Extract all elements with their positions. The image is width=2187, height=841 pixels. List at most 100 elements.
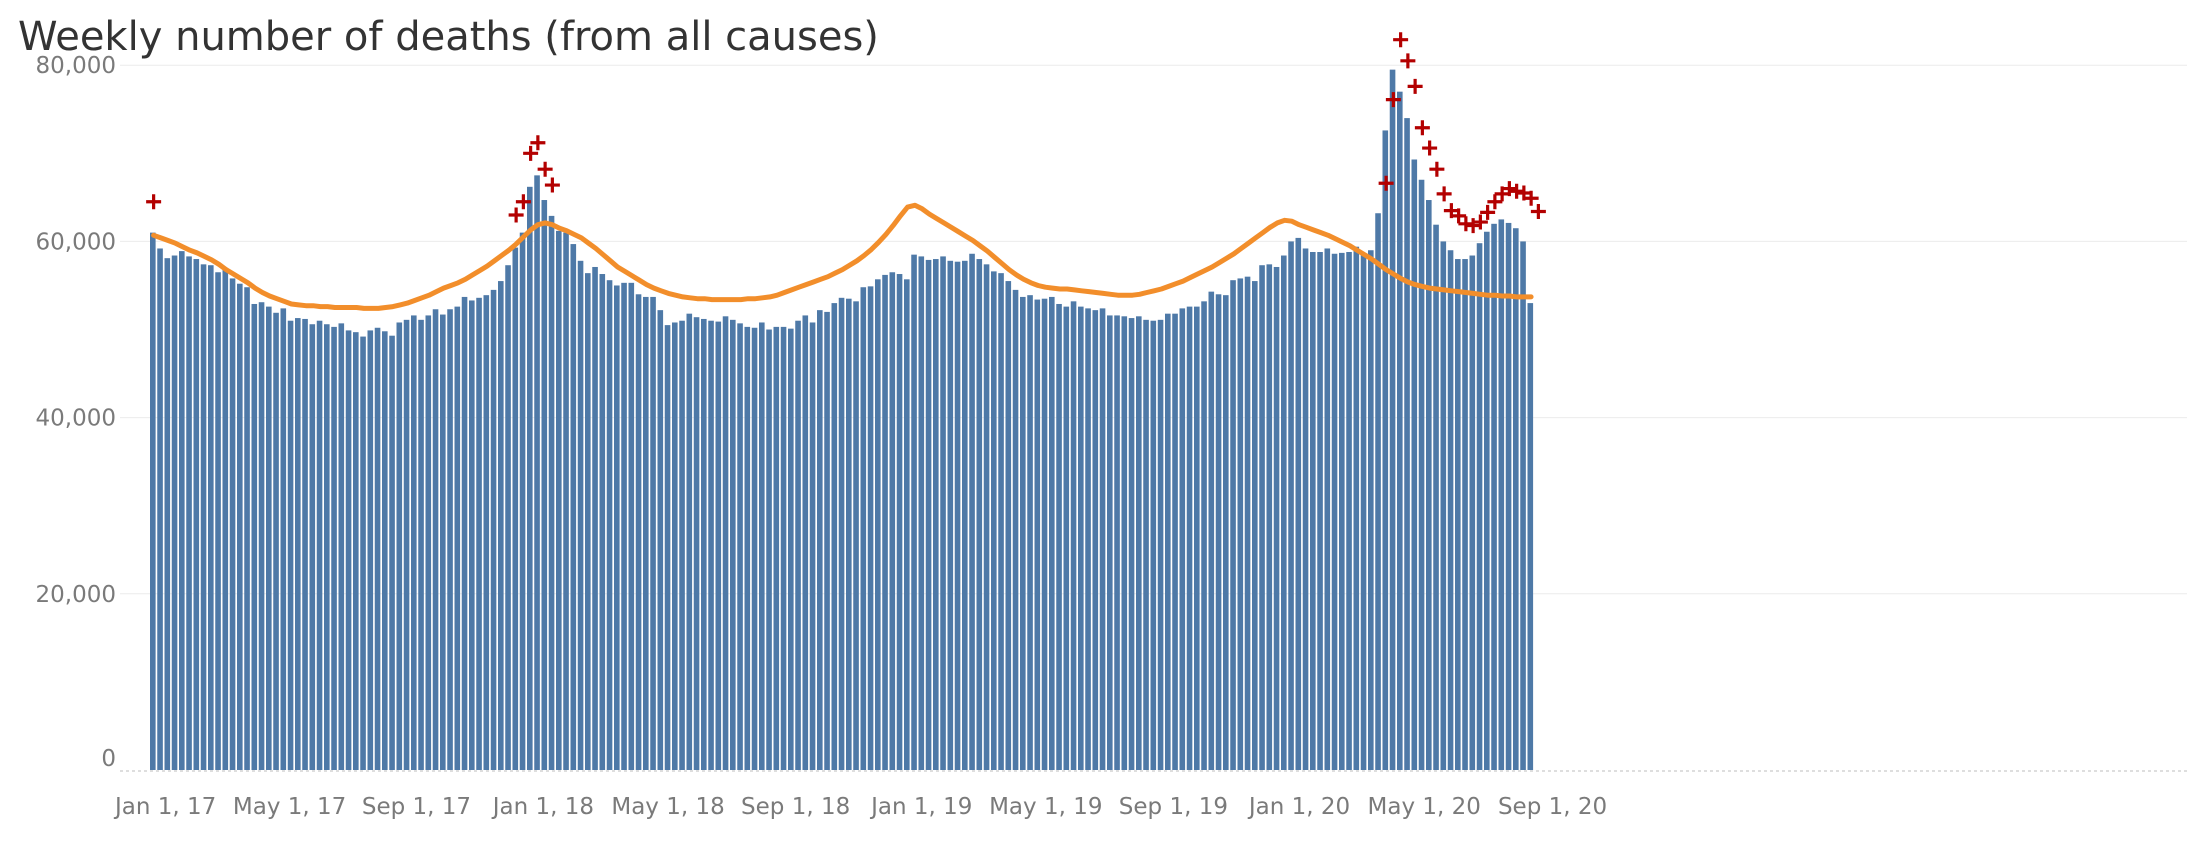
x-tick-label: Sep 1, 20 <box>1498 794 1607 820</box>
bar <box>679 320 685 770</box>
bar <box>367 330 374 770</box>
bar <box>686 313 693 770</box>
bar <box>802 315 809 770</box>
bar <box>1382 130 1389 770</box>
bar <box>222 267 229 770</box>
bar <box>1513 228 1519 770</box>
bar <box>200 264 207 770</box>
bar <box>1360 254 1367 771</box>
excess-marker <box>530 135 546 151</box>
bar <box>302 318 308 770</box>
excess-marker <box>1480 204 1496 220</box>
x-tick-label: Sep 1, 18 <box>741 794 850 820</box>
bar <box>1150 320 1157 770</box>
bar <box>860 287 867 770</box>
excess-marker <box>1385 92 1401 108</box>
bar <box>969 253 975 770</box>
excess-marker <box>1414 120 1430 136</box>
bar <box>505 265 511 770</box>
bar <box>193 259 200 770</box>
bar <box>817 310 823 770</box>
bar <box>853 301 859 770</box>
bar <box>1179 308 1186 770</box>
bar <box>1099 308 1106 770</box>
bar <box>1476 243 1483 770</box>
expected-line-series <box>151 202 1534 311</box>
bar <box>983 264 990 770</box>
bar <box>664 325 671 770</box>
bar <box>1056 303 1062 770</box>
bar <box>251 303 258 770</box>
bar <box>461 296 468 770</box>
bar <box>1324 248 1331 770</box>
bar <box>563 232 569 771</box>
bar <box>621 282 627 770</box>
x-tick-label: Jan 1, 19 <box>869 794 972 820</box>
bar <box>940 256 946 770</box>
bar <box>287 320 294 770</box>
bar <box>1426 200 1432 770</box>
bar <box>1092 310 1099 770</box>
bar <box>512 247 519 771</box>
bar <box>208 265 214 770</box>
x-tick-label: May 1, 20 <box>1368 794 1481 820</box>
excess-marker <box>1407 78 1423 94</box>
bar <box>1237 278 1244 770</box>
bar <box>838 297 845 770</box>
bar <box>976 259 983 770</box>
bar <box>440 314 446 770</box>
bar <box>150 232 156 771</box>
bar <box>614 285 620 770</box>
bar <box>316 320 323 770</box>
bar <box>519 232 526 771</box>
bar <box>527 186 533 771</box>
excess-marker <box>1458 216 1474 232</box>
bar <box>309 324 316 770</box>
bar <box>164 258 171 770</box>
bar <box>1252 281 1258 770</box>
bar <box>382 331 388 770</box>
bar <box>1368 250 1374 770</box>
bar <box>1223 295 1229 770</box>
bar <box>592 266 598 770</box>
bar <box>570 244 577 771</box>
bar <box>534 175 540 770</box>
bar <box>498 281 504 770</box>
bar <box>824 311 830 770</box>
bar <box>788 328 794 770</box>
bar <box>432 309 439 770</box>
bar <box>179 251 185 771</box>
bar <box>998 273 1004 770</box>
excess-marker <box>523 145 539 161</box>
bar <box>1520 241 1526 770</box>
bar <box>229 278 236 770</box>
bar <box>360 336 366 770</box>
bar <box>1505 222 1512 770</box>
excess-marker <box>1523 190 1539 206</box>
bar <box>1012 289 1019 770</box>
bar <box>389 335 395 770</box>
bar <box>715 321 722 770</box>
bar <box>773 326 780 770</box>
excess-marker <box>1400 53 1416 69</box>
bar <box>1027 295 1033 770</box>
bar <box>1375 213 1381 770</box>
bar <box>759 322 765 770</box>
bar <box>643 296 649 770</box>
excess-marker <box>544 177 560 193</box>
bar <box>1034 299 1041 770</box>
excess-markers <box>146 32 1546 234</box>
bar <box>1281 255 1287 770</box>
bar <box>396 322 403 770</box>
bar <box>693 317 700 770</box>
bar <box>1201 301 1207 770</box>
bar <box>1194 306 1200 770</box>
bar <box>186 256 192 770</box>
bar <box>889 272 896 770</box>
x-axis: Jan 1, 17 May 1, 17 Sep 1, 17 Jan 1, 18 May … <box>113 794 1607 820</box>
bar <box>1418 179 1425 770</box>
bar <box>1353 246 1360 770</box>
bar <box>541 200 548 770</box>
excess-marker <box>1465 218 1481 234</box>
bar <box>258 302 265 770</box>
